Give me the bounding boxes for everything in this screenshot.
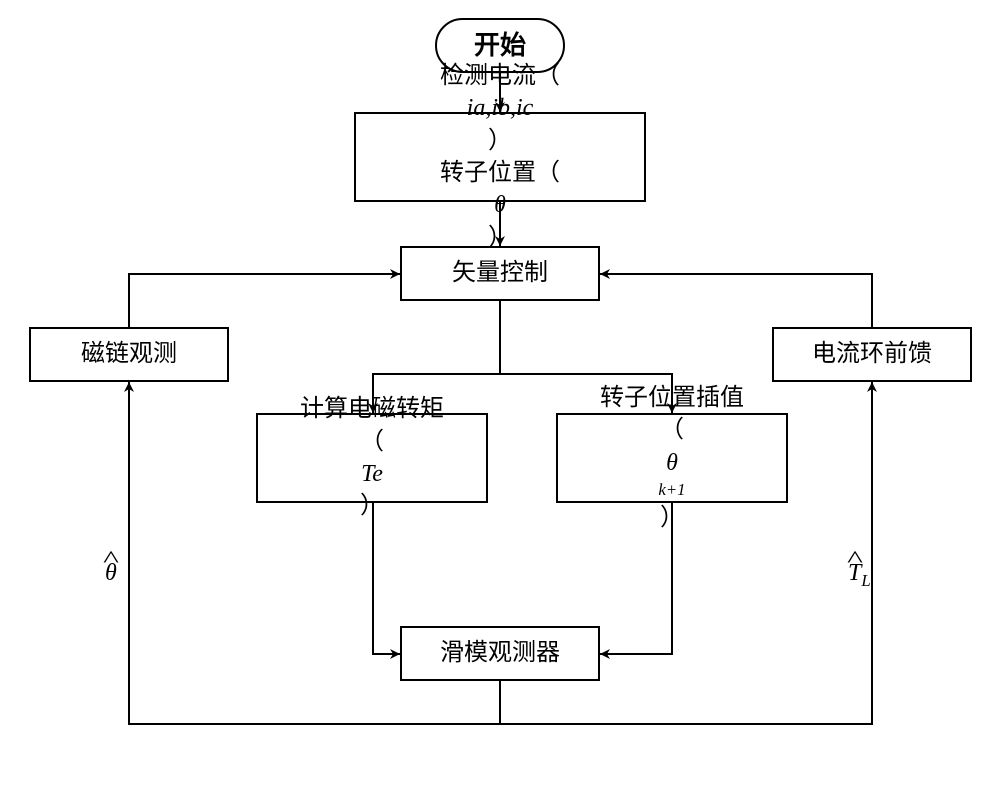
edge-branch-torque: [373, 374, 500, 413]
arrows-layer: [0, 0, 1000, 807]
edge-smo-flux: [129, 382, 500, 724]
edge-torque-smo: [373, 503, 400, 654]
edge-smo-feedfwd: [500, 382, 872, 724]
edge-feedfwd-vector: [600, 274, 872, 327]
flowchart-canvas: 开始 检测电流（ia,ib,ic） 转子位置（θ） 矢量控制 磁链观测 电流环前…: [0, 0, 1000, 807]
edge-branch-interp: [500, 374, 672, 413]
edge-interp-smo: [600, 503, 672, 654]
edge-flux-vector: [129, 274, 400, 327]
